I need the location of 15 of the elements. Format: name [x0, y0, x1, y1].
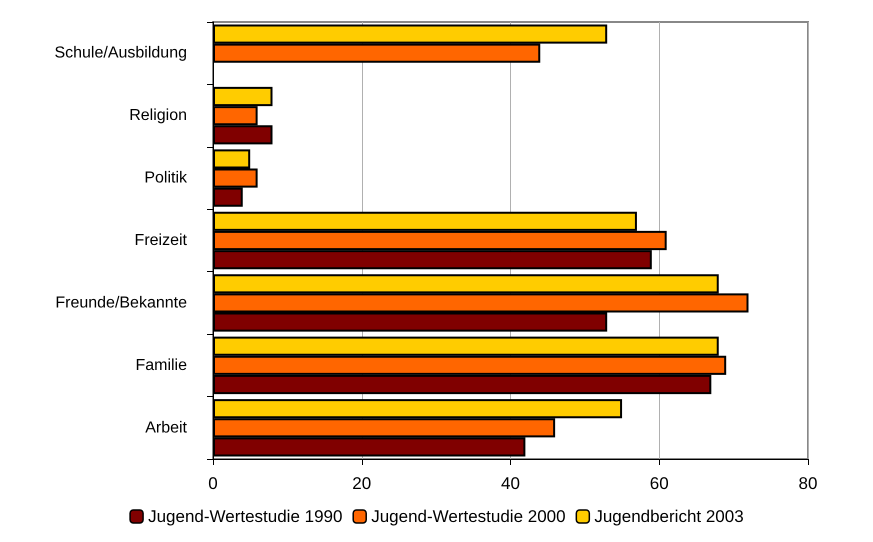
legend-label: Jugend-Wertestudie 2000 [371, 507, 566, 526]
y-tick-label: Freizeit [134, 232, 188, 249]
x-tick-label: 60 [650, 474, 669, 493]
x-tick-label: 0 [208, 474, 218, 493]
x-tick-label: 80 [798, 474, 818, 493]
legend-label: Jugendbericht 2003 [594, 507, 744, 526]
y-tick-label: Schule/Ausbildung [54, 44, 187, 62]
x-tick-label: 20 [352, 474, 372, 493]
y-tick-label: Religion [129, 107, 187, 124]
y-tick-label: Freunde/Bekannte [55, 294, 188, 312]
x-tick-label: 40 [501, 474, 520, 493]
y-tick-label: Politik [144, 170, 188, 187]
y-tick-label: Familie [135, 356, 188, 374]
y-tick-label: Arbeit [145, 419, 188, 436]
legend-label: Jugend-Wertestudie 1990 [148, 507, 342, 526]
